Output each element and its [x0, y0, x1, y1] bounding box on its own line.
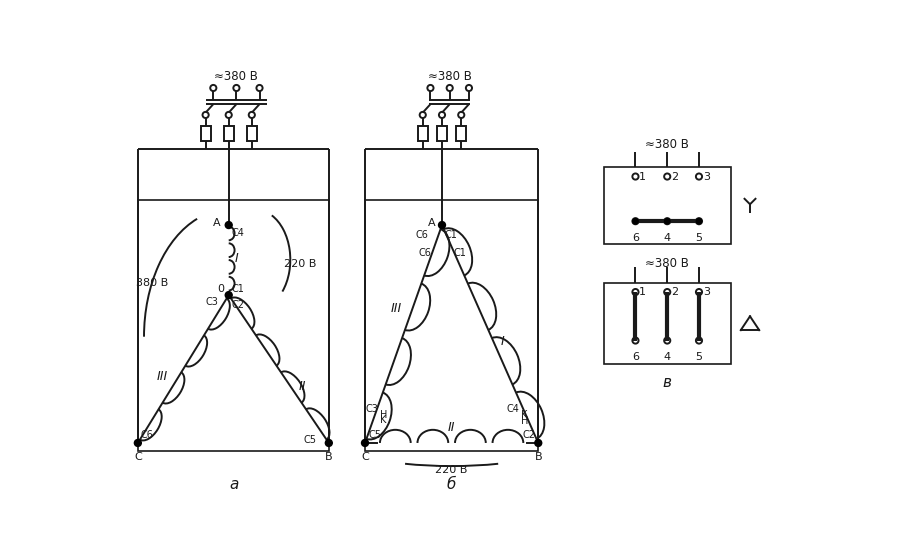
Bar	[437, 126, 447, 141]
Text: б: б	[447, 477, 456, 492]
Text: C: C	[361, 452, 369, 462]
Text: 4: 4	[663, 233, 670, 242]
Bar	[418, 126, 428, 141]
Circle shape	[633, 218, 638, 224]
Bar	[138, 200, 328, 451]
Text: C: C	[134, 452, 141, 462]
Text: C3: C3	[366, 404, 379, 414]
Circle shape	[325, 440, 332, 446]
Circle shape	[697, 218, 702, 224]
Text: C2: C2	[522, 430, 536, 440]
Text: C5: C5	[368, 430, 381, 440]
Text: 380 В: 380 В	[136, 278, 167, 288]
Text: II: II	[299, 380, 306, 393]
Text: H: H	[521, 416, 528, 426]
Bar	[201, 126, 211, 141]
Text: C1: C1	[445, 230, 457, 240]
Text: 220 В: 220 В	[284, 259, 317, 269]
Bar	[456, 126, 466, 141]
Text: ≈380 В: ≈380 В	[645, 138, 689, 151]
Text: 1: 1	[639, 287, 646, 297]
Text: A: A	[213, 218, 221, 228]
Text: ≈380 В: ≈380 В	[214, 70, 258, 83]
Circle shape	[664, 218, 670, 224]
Text: а: а	[230, 477, 238, 492]
Circle shape	[134, 440, 141, 446]
Text: C4: C4	[231, 228, 244, 238]
Text: H: H	[381, 410, 388, 420]
Text: C6: C6	[415, 230, 428, 240]
Text: 2: 2	[671, 171, 679, 181]
Bar	[365, 200, 538, 451]
Text: 220 В: 220 В	[436, 465, 468, 475]
Text: 3: 3	[703, 171, 710, 181]
Circle shape	[362, 440, 368, 446]
Text: II: II	[448, 421, 455, 433]
Text: I: I	[235, 252, 238, 265]
Circle shape	[438, 222, 446, 228]
Bar	[247, 126, 256, 141]
Text: III: III	[157, 370, 168, 383]
Text: I: I	[501, 334, 505, 348]
Text: в: в	[662, 375, 671, 390]
Bar	[604, 283, 731, 363]
Text: 3: 3	[703, 287, 710, 297]
Text: B: B	[535, 452, 542, 462]
Bar	[604, 167, 731, 244]
Text: K: K	[381, 416, 387, 425]
Text: 4: 4	[663, 352, 670, 362]
Circle shape	[225, 222, 232, 228]
Text: 1: 1	[639, 171, 646, 181]
Text: B: B	[325, 452, 333, 462]
Text: C4: C4	[507, 404, 519, 414]
Text: ≈380 В: ≈380 В	[645, 257, 689, 270]
Text: 2: 2	[671, 287, 679, 297]
Text: C2: C2	[231, 300, 244, 310]
Text: C5: C5	[303, 435, 317, 445]
Text: 0: 0	[217, 283, 224, 293]
Text: C6: C6	[141, 430, 154, 440]
Text: C1: C1	[454, 249, 467, 258]
Text: K: K	[521, 410, 527, 420]
Text: A: A	[428, 218, 436, 228]
Text: 5: 5	[696, 233, 703, 242]
Bar	[224, 126, 234, 141]
Circle shape	[535, 440, 542, 446]
Text: C6: C6	[418, 249, 431, 258]
Text: 6: 6	[632, 352, 639, 362]
Text: C1: C1	[231, 283, 244, 293]
Text: C3: C3	[205, 297, 218, 307]
Text: III: III	[391, 302, 402, 315]
Text: ≈380 В: ≈380 В	[428, 70, 472, 83]
Circle shape	[225, 292, 232, 298]
Text: 5: 5	[696, 352, 703, 362]
Text: 6: 6	[632, 233, 639, 242]
